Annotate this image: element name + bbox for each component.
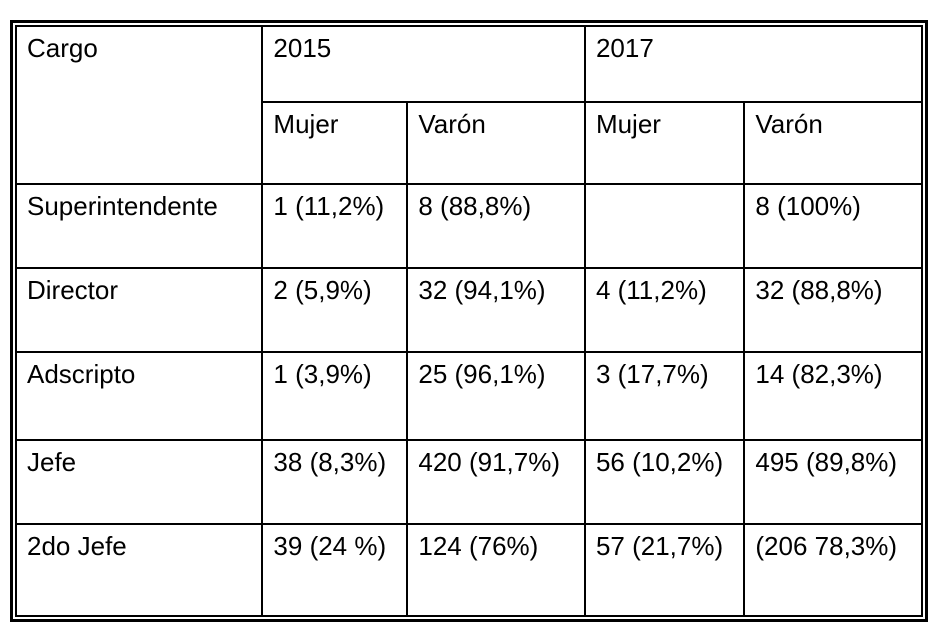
cell-2015-varon: 32 (94,1%) [406, 267, 586, 353]
cell-2015-varon: 25 (96,1%) [406, 351, 586, 441]
row-label: Director [14, 267, 264, 353]
row-label: Superintendente [14, 183, 264, 269]
table-row-2do-jefe: 2do Jefe 39 (24 %) 124 (76%) 57 (21,7%) … [14, 523, 923, 617]
column-header-cargo: Cargo [14, 25, 264, 185]
cell-2017-mujer [583, 183, 746, 269]
cell-2017-mujer: 57 (21,7%) [583, 523, 746, 617]
cell-2017-varon: 14 (82,3%) [743, 351, 923, 441]
cell-2015-mujer: 1 (11,2%) [261, 183, 409, 269]
table-row-jefe: Jefe 38 (8,3%) 420 (91,7%) 56 (10,2%) 49… [14, 439, 923, 525]
cell-2017-varon: 8 (100%) [743, 183, 923, 269]
row-label: Adscripto [14, 351, 264, 441]
year-header-2015: 2015 [261, 25, 586, 103]
column-header-2015-mujer: Mujer [261, 101, 409, 185]
column-header-2015-varon: Varón [406, 101, 586, 185]
column-header-2017-varon: Varón [743, 101, 923, 185]
cell-2015-mujer: 38 (8,3%) [261, 439, 409, 525]
row-label: 2do Jefe [14, 523, 264, 617]
cell-2015-varon: 124 (76%) [406, 523, 586, 617]
table-row-director: Director 2 (5,9%) 32 (94,1%) 4 (11,2%) 3… [14, 267, 923, 353]
cell-2017-varon: (206 78,3%) [743, 523, 923, 617]
table-row-adscripto: Adscripto 1 (3,9%) 25 (96,1%) 3 (17,7%) … [14, 351, 923, 441]
cell-2017-varon: 32 (88,8%) [743, 267, 923, 353]
cell-2015-mujer: 39 (24 %) [261, 523, 409, 617]
cargo-gender-table: Cargo 2015 2017 Mujer Varón Mujer Varón … [14, 25, 924, 617]
year-header-row: Cargo 2015 2017 [14, 25, 924, 185]
year-header-2017: 2017 [583, 25, 924, 103]
row-label: Jefe [14, 439, 264, 525]
cell-2017-varon: 495 (89,8%) [743, 439, 923, 525]
table-row-superintendente: Superintendente 1 (11,2%) 8 (88,8%) 8 (1… [14, 183, 923, 269]
cell-2017-mujer: 3 (17,7%) [583, 351, 746, 441]
cell-2017-mujer: 4 (11,2%) [583, 267, 746, 353]
table-body: Superintendente 1 (11,2%) 8 (88,8%) 8 (1… [14, 183, 923, 617]
cell-2017-mujer: 56 (10,2%) [583, 439, 746, 525]
cell-2015-mujer: 2 (5,9%) [261, 267, 409, 353]
gender-header-row: Mujer Varón Mujer Varón [16, 101, 923, 185]
cell-2015-mujer: 1 (3,9%) [261, 351, 409, 441]
cell-2015-varon: 8 (88,8%) [406, 183, 586, 269]
column-header-2017-mujer: Mujer [583, 101, 746, 185]
cell-2015-varon: 420 (91,7%) [406, 439, 586, 525]
table-outer-double-border: Cargo 2015 2017 Mujer Varón Mujer Varón … [10, 20, 928, 622]
